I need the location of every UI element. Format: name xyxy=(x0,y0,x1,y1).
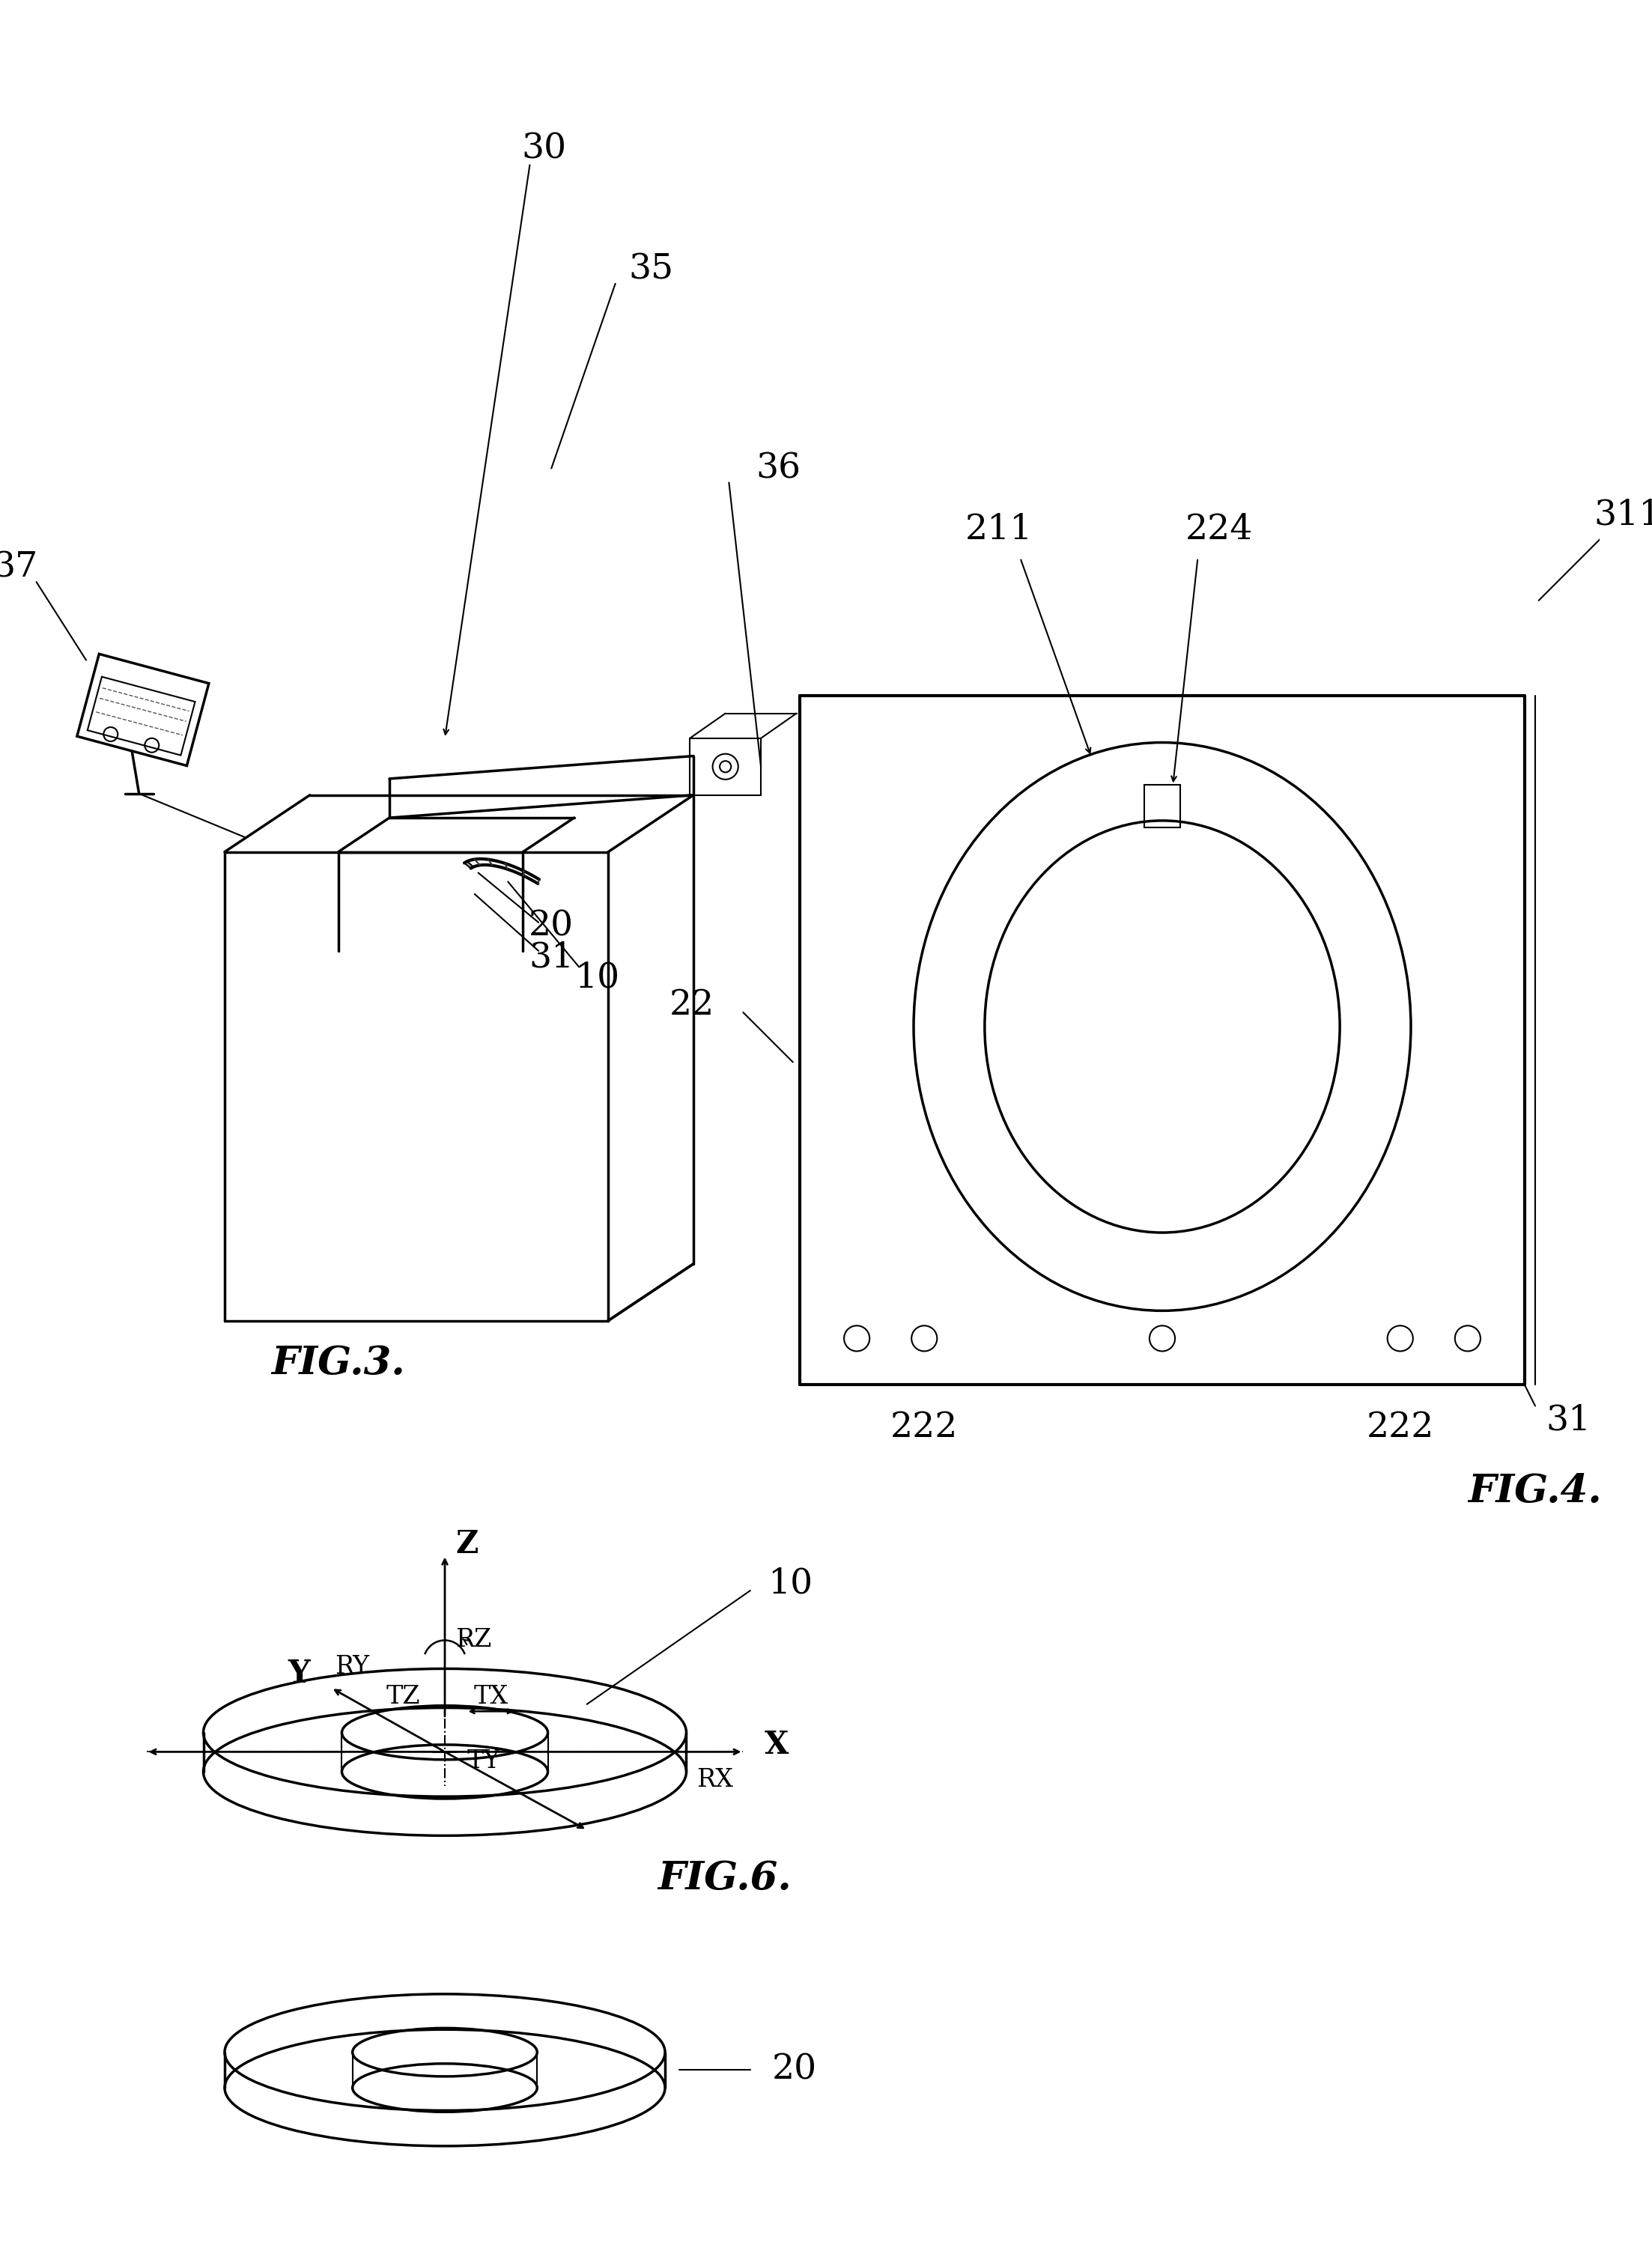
Text: 222: 222 xyxy=(890,1410,958,1444)
Text: 22: 22 xyxy=(669,988,715,1021)
Text: 311: 311 xyxy=(1594,498,1652,532)
Text: 35: 35 xyxy=(628,251,674,287)
Text: TY: TY xyxy=(468,1749,501,1774)
Text: FIG.3.: FIG.3. xyxy=(271,1345,405,1383)
Text: RZ: RZ xyxy=(456,1628,491,1652)
Text: TZ: TZ xyxy=(387,1686,420,1708)
Text: 37: 37 xyxy=(0,550,38,584)
Text: 10: 10 xyxy=(575,961,620,995)
Text: Y: Y xyxy=(287,1659,311,1690)
Text: FIG.4.: FIG.4. xyxy=(1467,1473,1601,1511)
Text: FIG.6.: FIG.6. xyxy=(657,1859,791,1897)
Text: Z: Z xyxy=(456,1529,477,1560)
Text: 224: 224 xyxy=(1184,512,1252,546)
Text: TX: TX xyxy=(474,1686,509,1708)
Text: 10: 10 xyxy=(768,1567,813,1601)
Text: 30: 30 xyxy=(522,132,567,166)
Bar xyxy=(1145,786,1180,828)
Polygon shape xyxy=(464,862,474,869)
Text: 31: 31 xyxy=(529,941,573,974)
Text: 36: 36 xyxy=(757,451,801,485)
Text: RX: RX xyxy=(697,1769,733,1792)
Text: X: X xyxy=(765,1729,788,1760)
Text: RY: RY xyxy=(335,1655,370,1679)
Text: 222: 222 xyxy=(1366,1410,1434,1444)
Text: 31: 31 xyxy=(1546,1403,1591,1437)
Text: 20: 20 xyxy=(529,909,573,943)
Text: 211: 211 xyxy=(965,512,1032,546)
Text: 20: 20 xyxy=(771,2054,816,2088)
